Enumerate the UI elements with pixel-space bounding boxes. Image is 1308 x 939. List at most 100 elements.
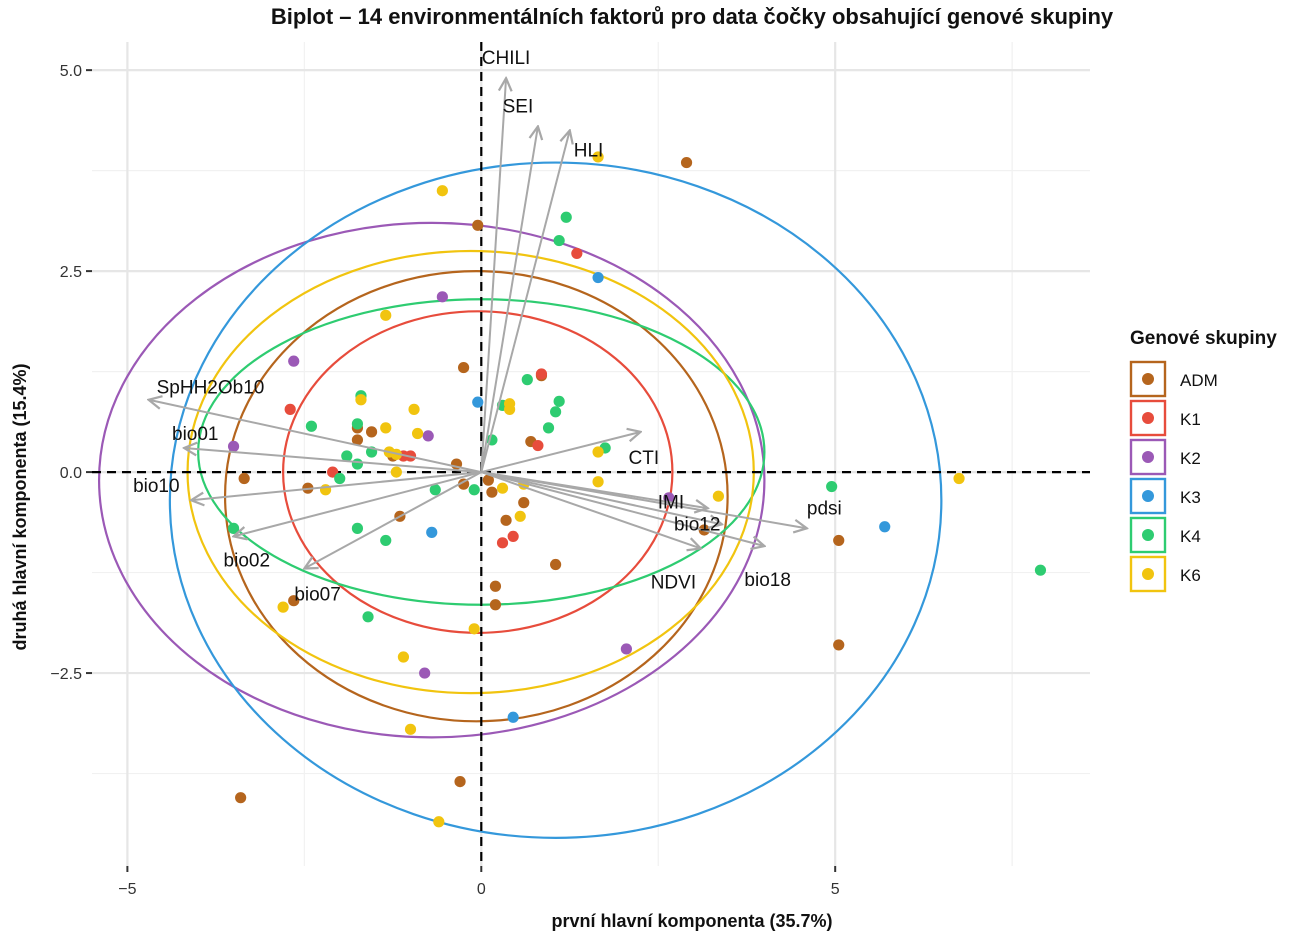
- vector-label-imi: IMI: [658, 492, 684, 513]
- grid: [92, 42, 1090, 866]
- point-k6: [390, 466, 402, 478]
- point-adm: [288, 595, 300, 607]
- point-k4: [351, 522, 364, 534]
- point-adm: [833, 534, 845, 547]
- legend-dot-k2: [1142, 451, 1154, 463]
- point-k2: [436, 291, 448, 303]
- legend-dot-adm: [1142, 373, 1154, 385]
- point-k4: [351, 458, 364, 470]
- point-k6: [712, 490, 725, 502]
- point-k4: [521, 374, 533, 386]
- point-k4: [227, 522, 240, 534]
- point-k6: [380, 309, 392, 321]
- point-adm: [680, 156, 693, 169]
- point-k6: [592, 476, 604, 488]
- point-k6: [592, 151, 604, 163]
- point-k6: [436, 185, 448, 197]
- point-k6: [514, 510, 526, 522]
- legend-label-k3: K3: [1180, 488, 1201, 507]
- vector-cti: [481, 432, 640, 474]
- y-axis-title: druhá hlavní komponenta (15.4%): [10, 363, 30, 650]
- y-tick-label: 5.0: [60, 63, 82, 80]
- vector-ndvi: [480, 471, 700, 548]
- data-points: [227, 151, 1047, 828]
- legend-label-k4: K4: [1180, 527, 1201, 546]
- legend-dot-k6: [1142, 568, 1154, 580]
- vector-label-bio10: bio10: [133, 476, 180, 497]
- legend-label-adm: ADM: [1180, 371, 1218, 390]
- point-k4: [1034, 564, 1047, 576]
- vector-sei: [480, 126, 538, 473]
- point-k4: [429, 484, 441, 496]
- legend-dot-k1: [1142, 412, 1154, 424]
- point-adm: [454, 775, 466, 788]
- point-k4: [550, 406, 562, 418]
- point-k1: [535, 368, 548, 380]
- point-k6: [277, 601, 289, 613]
- point-k3: [507, 711, 519, 723]
- point-k3: [592, 271, 604, 284]
- point-k3: [426, 526, 438, 538]
- legend-label-k2: K2: [1180, 449, 1201, 468]
- vector-sphh2ob10: [149, 400, 482, 474]
- x-tick-label: −5: [118, 881, 136, 898]
- legend-dot-k3: [1142, 490, 1154, 502]
- point-k1: [496, 537, 509, 549]
- point-adm: [457, 361, 470, 374]
- legend-label-k6: K6: [1180, 566, 1201, 585]
- point-k1: [532, 439, 544, 452]
- point-adm: [472, 219, 484, 231]
- point-adm: [518, 497, 530, 509]
- point-adm: [235, 792, 247, 804]
- vector-bio18: [481, 471, 764, 546]
- vector-hli: [480, 130, 569, 473]
- x-tick-label: 5: [831, 881, 840, 898]
- point-k6: [397, 651, 410, 663]
- point-k4: [468, 484, 480, 496]
- chart-title: Biplot – 14 environmentálních faktorů pr…: [271, 4, 1114, 29]
- point-k6: [408, 403, 420, 415]
- vector-label-bio01: bio01: [172, 424, 219, 445]
- point-adm: [550, 558, 562, 571]
- loading-vectors: CHILI SEI HLI SpHH2Ob10 bio01 bio10 bio02 bio07…: [133, 48, 842, 605]
- vector-label-bio07: bio07: [294, 585, 341, 606]
- point-k2: [419, 667, 431, 679]
- point-k4: [380, 534, 392, 547]
- vector-bio07: [304, 471, 482, 568]
- point-k4: [351, 418, 364, 430]
- point-k4: [341, 450, 353, 462]
- point-adm: [833, 639, 845, 651]
- vector-label-hli: HLI: [574, 140, 604, 161]
- point-k6: [496, 482, 509, 494]
- x-axis-title: první hlavní komponenta (35.7%): [551, 911, 832, 931]
- point-adm: [351, 434, 364, 446]
- point-k1: [507, 530, 519, 543]
- point-k6: [355, 394, 367, 406]
- point-k2: [620, 643, 632, 655]
- vector-label-ndvi: NDVI: [651, 572, 696, 593]
- vector-label-chili: CHILI: [482, 48, 531, 69]
- vector-label-pdsi: pdsi: [807, 498, 842, 519]
- point-k6: [404, 723, 417, 735]
- point-k2: [422, 430, 434, 442]
- vector-pdsi: [481, 471, 807, 528]
- point-adm: [486, 486, 498, 498]
- point-k4: [334, 472, 346, 485]
- vector-bio01: [184, 448, 482, 474]
- vector-label-bio18: bio18: [744, 570, 791, 591]
- point-k1: [327, 466, 339, 478]
- ellipse-adm: [223, 270, 729, 723]
- vector-bio10: [191, 471, 482, 500]
- legend-label-k1: K1: [1180, 410, 1201, 429]
- point-adm: [238, 472, 250, 485]
- point-k4: [553, 234, 565, 247]
- point-k6: [433, 816, 445, 828]
- point-k3: [472, 396, 484, 408]
- ellipse-k2: [97, 221, 766, 739]
- point-k4: [542, 422, 555, 434]
- point-adm: [482, 474, 494, 486]
- point-k6: [411, 427, 424, 440]
- point-adm: [365, 426, 378, 438]
- point-k6: [953, 472, 965, 485]
